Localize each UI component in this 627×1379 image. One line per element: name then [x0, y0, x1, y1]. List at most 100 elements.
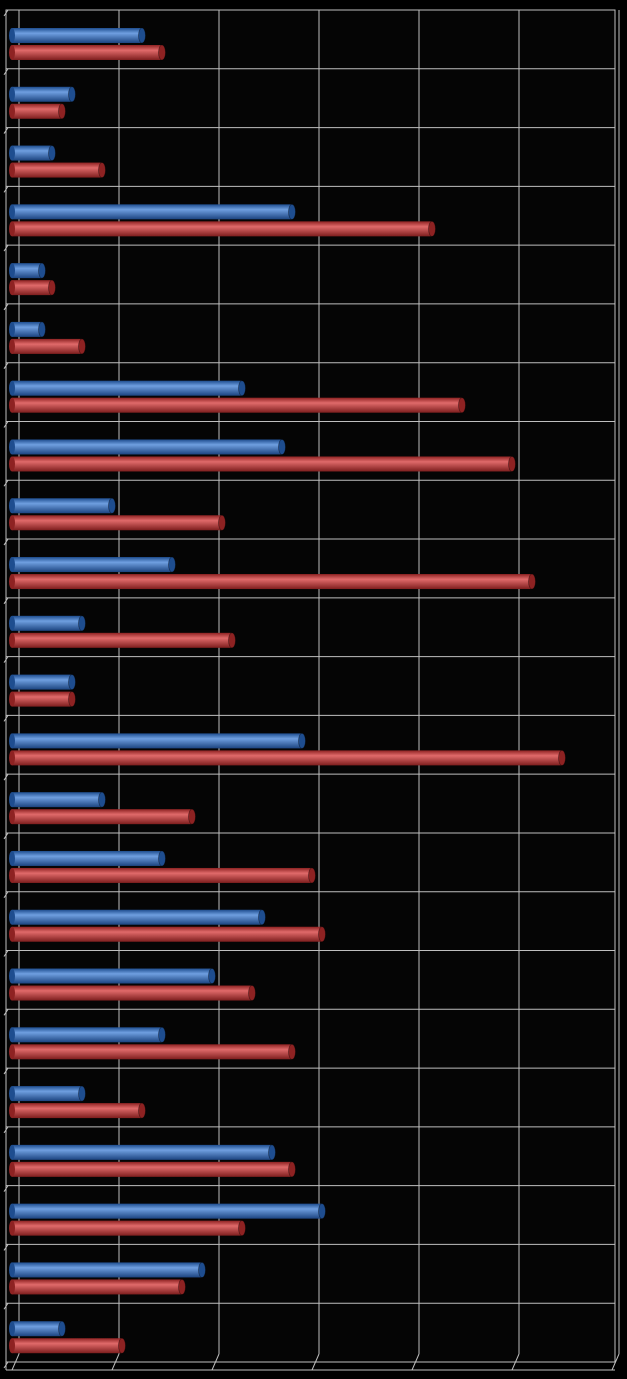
- bar-end-cap: [68, 86, 76, 103]
- bar: [9, 615, 86, 632]
- bar: [9, 44, 166, 61]
- bar-body: [12, 809, 192, 825]
- bar-body: [12, 1203, 322, 1219]
- bar-start-cap: [9, 397, 15, 413]
- bar-body: [12, 439, 282, 455]
- bar: [9, 691, 76, 708]
- bar-start-cap: [9, 792, 15, 808]
- bar-body: [12, 557, 172, 573]
- bar-body: [12, 1262, 202, 1278]
- bar-start-cap: [9, 103, 15, 119]
- bar-start-cap: [9, 221, 15, 237]
- bar-start-cap: [9, 515, 15, 531]
- bar-end-cap: [48, 279, 56, 296]
- bar: [9, 808, 196, 825]
- bar-end-cap: [508, 456, 516, 472]
- bar-end-cap: [208, 968, 216, 984]
- bar-start-cap: [9, 1338, 15, 1354]
- bar-body: [12, 498, 112, 514]
- bar-body: [12, 674, 72, 690]
- bar-end-cap: [78, 615, 86, 632]
- bar: [9, 632, 236, 649]
- bar-end-cap: [78, 338, 86, 355]
- bar-start-cap: [9, 86, 15, 102]
- bar-end-cap: [38, 262, 46, 279]
- bar-body: [12, 909, 262, 925]
- bar: [9, 262, 46, 279]
- bar-body: [12, 204, 292, 220]
- bar-end-cap: [138, 27, 146, 44]
- bar-body: [12, 28, 142, 43]
- bar-end-cap: [68, 691, 76, 708]
- bar: [9, 732, 306, 749]
- bar-end-cap: [248, 985, 256, 1001]
- bar-end-cap: [48, 145, 56, 161]
- bar-end-cap: [238, 380, 246, 397]
- bar-start-cap: [9, 380, 15, 396]
- bar-start-cap: [9, 1321, 15, 1337]
- bar-end-cap: [318, 1203, 326, 1220]
- bar: [9, 279, 56, 296]
- bar-end-cap: [78, 1085, 86, 1102]
- bar: [9, 1337, 126, 1354]
- bar-end-cap: [318, 926, 326, 943]
- bar: [9, 1085, 86, 1102]
- bar-start-cap: [9, 204, 15, 220]
- bar-end-cap: [68, 674, 76, 691]
- bar-body: [12, 263, 42, 279]
- bar-body: [12, 850, 162, 866]
- bar-start-cap: [9, 557, 15, 573]
- bar: [9, 497, 116, 514]
- bar-start-cap: [9, 985, 15, 1001]
- bar-start-cap: [9, 615, 15, 631]
- bar-start-cap: [9, 909, 15, 925]
- bar: [9, 220, 436, 237]
- bar-body: [12, 162, 102, 178]
- bar-end-cap: [118, 1337, 126, 1354]
- bar: [9, 909, 266, 926]
- bar: [9, 1026, 166, 1043]
- bar: [9, 103, 66, 120]
- bar-start-cap: [9, 867, 15, 883]
- bar: [9, 86, 76, 103]
- bar-body: [12, 691, 72, 707]
- bar-body: [12, 456, 512, 472]
- bar-start-cap: [9, 574, 15, 590]
- bar-body: [12, 792, 102, 808]
- bar-body: [12, 1144, 272, 1160]
- bar-body: [12, 1044, 292, 1060]
- bar-end-cap: [428, 220, 436, 237]
- bar-end-cap: [558, 749, 566, 766]
- bar-start-cap: [9, 1203, 15, 1219]
- bar-end-cap: [158, 1026, 166, 1043]
- bar: [9, 674, 76, 691]
- bar-body: [12, 750, 562, 766]
- bar: [9, 1262, 206, 1278]
- bar-body: [12, 515, 222, 531]
- bar: [9, 1220, 246, 1237]
- bars: [9, 27, 566, 1354]
- bar-start-cap: [9, 1220, 15, 1236]
- bar-start-cap: [9, 733, 15, 749]
- bar-body: [12, 338, 82, 354]
- bar-end-cap: [458, 397, 466, 414]
- bar-start-cap: [9, 1027, 15, 1043]
- bar: [9, 791, 106, 808]
- bar-start-cap: [9, 162, 15, 178]
- bar-end-cap: [528, 573, 536, 590]
- bar: [9, 1320, 66, 1337]
- bar-start-cap: [9, 263, 15, 279]
- bar: [9, 1279, 186, 1295]
- bar: [9, 1203, 326, 1220]
- bar-body: [12, 397, 462, 413]
- bar-end-cap: [98, 791, 106, 808]
- bar-body: [12, 1279, 182, 1295]
- bar-start-cap: [9, 1144, 15, 1160]
- bar-end-cap: [288, 1161, 296, 1178]
- bar: [9, 321, 46, 338]
- bar-start-cap: [9, 850, 15, 866]
- bar-end-cap: [278, 439, 286, 455]
- bar: [9, 867, 316, 884]
- bar: [9, 573, 536, 590]
